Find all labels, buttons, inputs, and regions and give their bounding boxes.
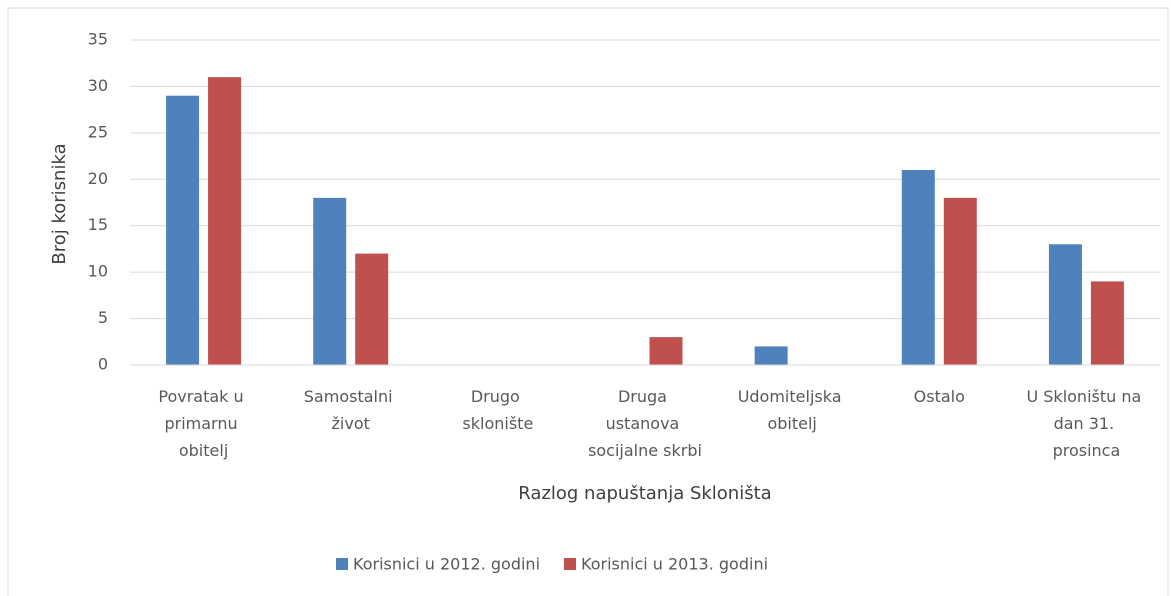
x-tick-label: Udomiteljska obitelj xyxy=(738,387,847,433)
x-tick-label: Druga ustanova socijalne skrbi xyxy=(588,387,702,460)
bar xyxy=(355,253,389,365)
x-tick-label: Samostalni život xyxy=(304,387,398,433)
y-tick-label: 25 xyxy=(88,122,108,141)
bar xyxy=(901,170,935,365)
legend-label: Korisnici u 2013. godini xyxy=(581,555,768,574)
y-tick-label: 30 xyxy=(88,76,108,95)
x-tick-label: Ostalo xyxy=(914,387,965,406)
legend-swatch xyxy=(564,558,577,570)
x-tick-label: Povratak u primarnu obitelj xyxy=(158,387,248,460)
bar xyxy=(208,77,242,366)
bar xyxy=(313,197,347,365)
x-axis-title: Razlog napuštanja Skloništa xyxy=(518,483,771,504)
y-tick-label: 0 xyxy=(98,355,108,374)
bar xyxy=(1090,281,1124,365)
x-tick-label: Drugo sklonište xyxy=(462,387,533,433)
bar xyxy=(943,197,977,365)
x-tick-label: U Skloništu na dan 31. prosinca xyxy=(1026,387,1146,460)
legend-swatch xyxy=(336,558,348,570)
y-tick-label: 10 xyxy=(88,262,108,281)
bar xyxy=(166,95,200,365)
y-tick-label: 15 xyxy=(88,215,108,234)
bar xyxy=(754,346,788,365)
y-tick-label: 20 xyxy=(88,169,108,188)
bar xyxy=(649,337,683,365)
y-tick-label: 35 xyxy=(88,30,108,49)
bar xyxy=(1048,244,1082,365)
legend-label: Korisnici u 2012. godini xyxy=(353,555,540,574)
y-axis-title: Broj korisnika xyxy=(49,143,70,264)
y-tick-label: 5 xyxy=(98,308,108,327)
